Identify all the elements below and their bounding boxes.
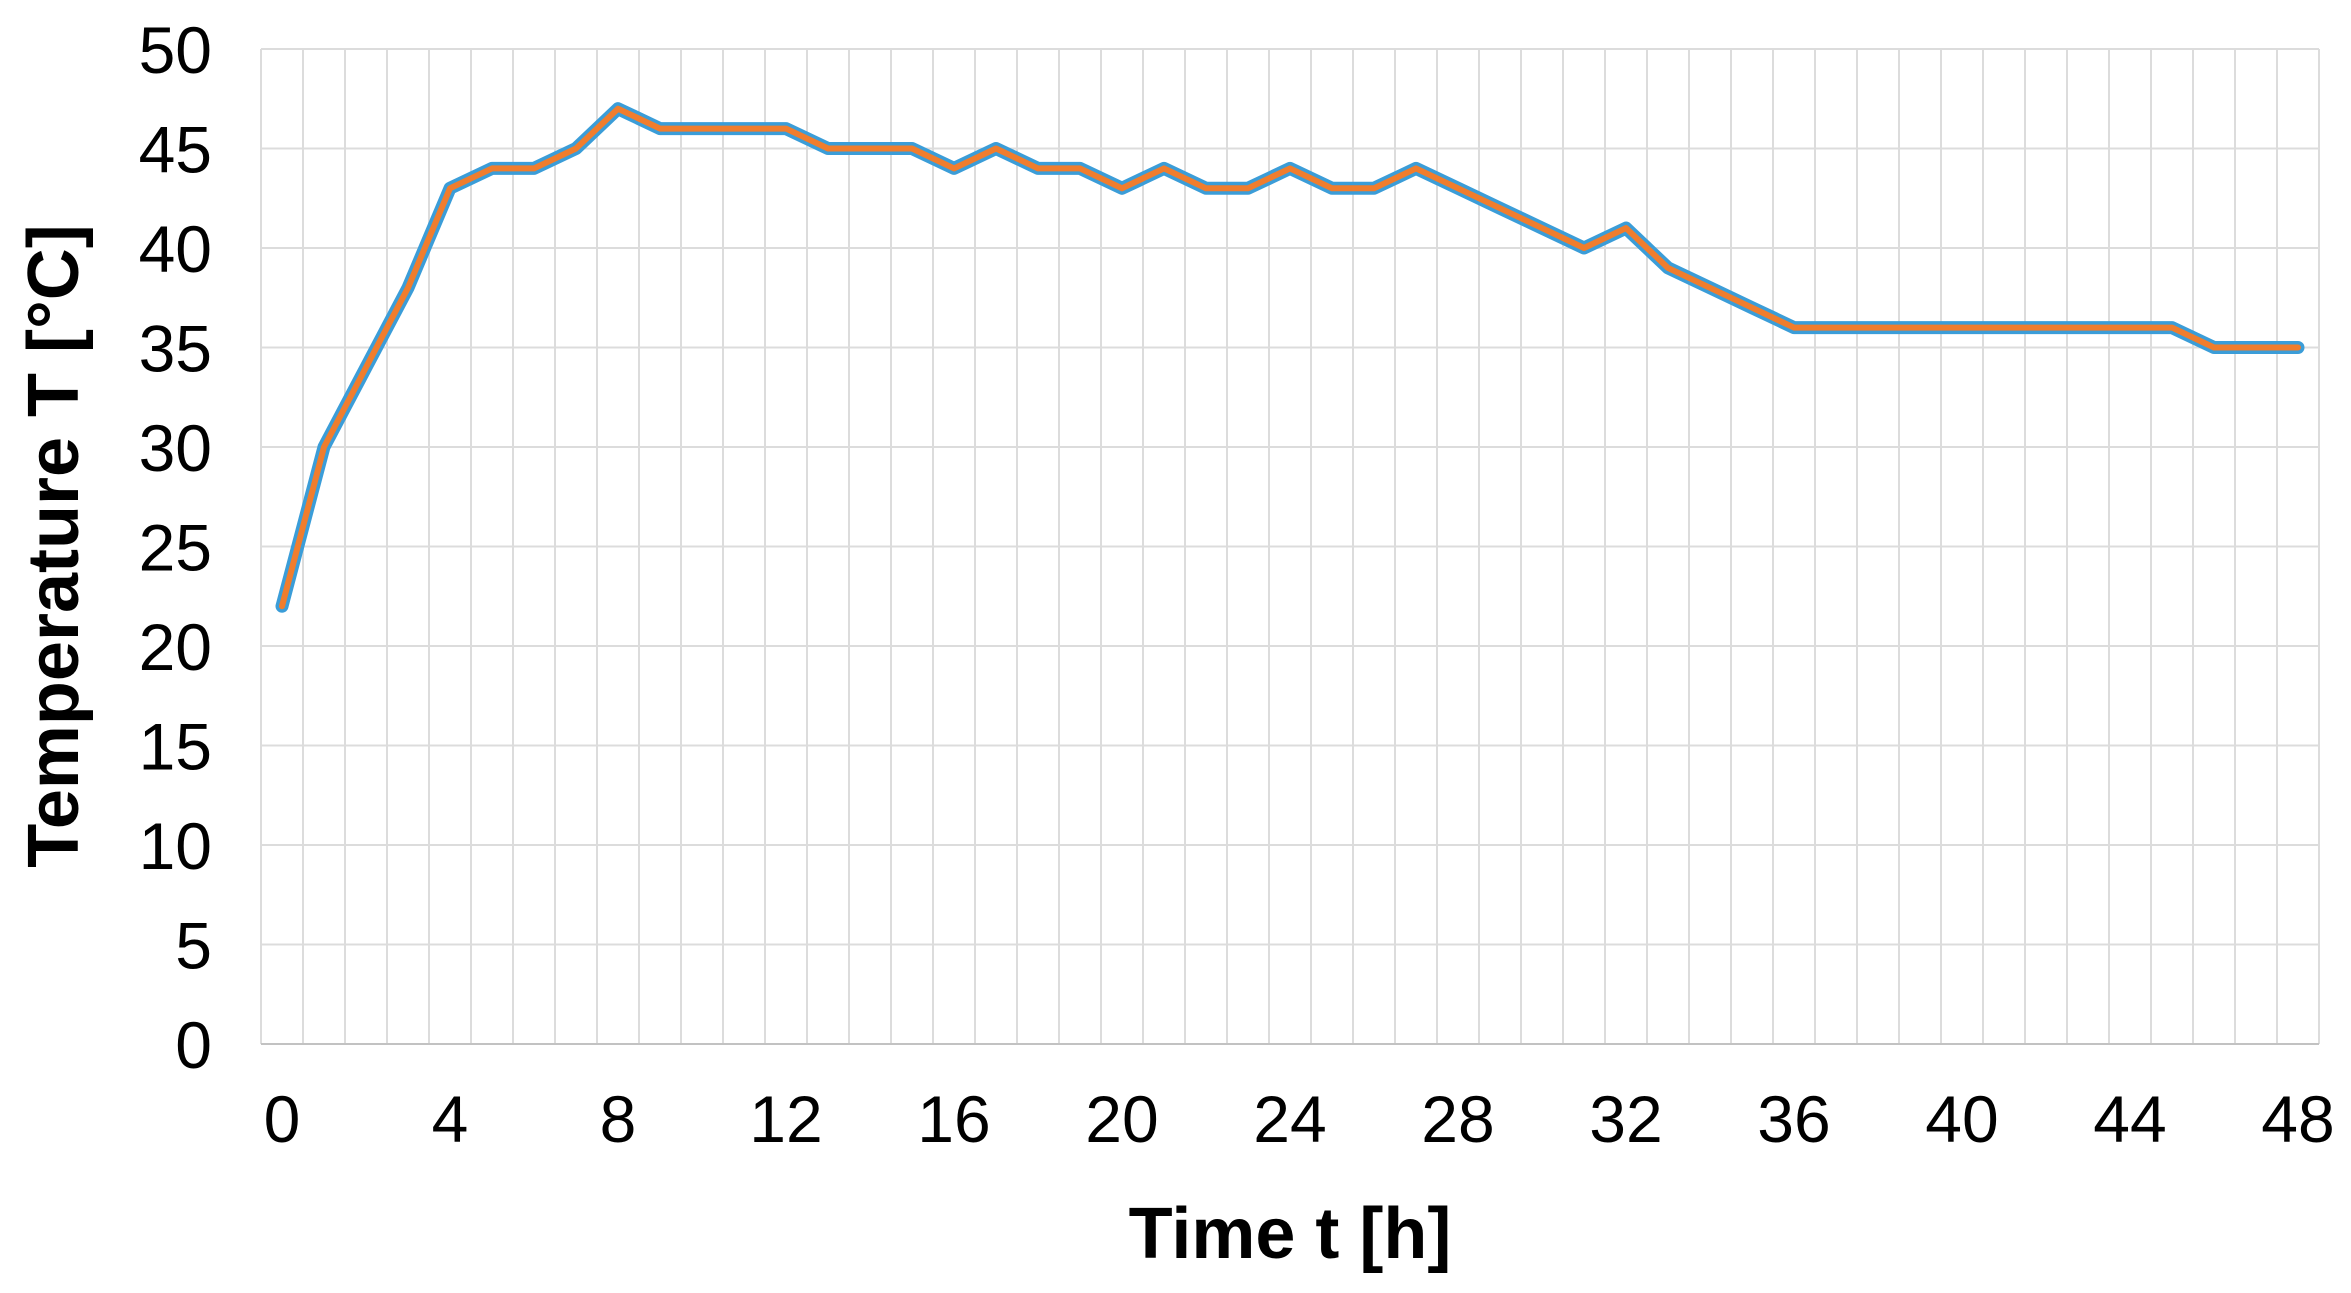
series-lines [275,102,2305,613]
series-temperature-inner-stroke [279,105,2301,610]
y-tick-label: 30 [139,411,212,485]
x-tick-label: 16 [917,1082,990,1156]
x-tick-label: 24 [1253,1082,1326,1156]
x-tick-label: 4 [432,1082,469,1156]
x-tick-label: 20 [1085,1082,1158,1156]
y-tick-label: 10 [139,809,212,883]
y-tick-label: 15 [139,710,212,784]
y-tick-label: 35 [139,312,212,386]
y-tick-label: 0 [175,1008,212,1082]
y-axis-title: Temperature T [°C] [14,224,94,868]
y-tick-label: 45 [139,113,212,187]
y-tick-label: 25 [139,511,212,585]
x-tick-label: 28 [1421,1082,1494,1156]
x-tick-label: 32 [1589,1082,1662,1156]
gridlines [260,48,2320,1045]
x-tick-label: 12 [749,1082,822,1156]
x-tick-label: 40 [1925,1082,1998,1156]
y-tick-label: 5 [175,909,212,983]
x-tick-label: 44 [2093,1082,2166,1156]
x-tick-label: 48 [2261,1082,2334,1156]
tick-labels: 0 4 8 12 16 20 24 28 32 36 40 44 4805101520253035404… [139,13,2335,1156]
y-tick-label: 50 [139,13,212,87]
x-tick-label: 36 [1757,1082,1830,1156]
series-temperature-outer-stroke [275,102,2305,613]
x-tick-label: 0 [264,1082,301,1156]
y-tick-label: 40 [139,212,212,286]
x-axis-title: Time t [h] [1129,1194,1452,1274]
y-tick-label: 20 [139,610,212,684]
x-tick-label: 8 [600,1082,637,1156]
